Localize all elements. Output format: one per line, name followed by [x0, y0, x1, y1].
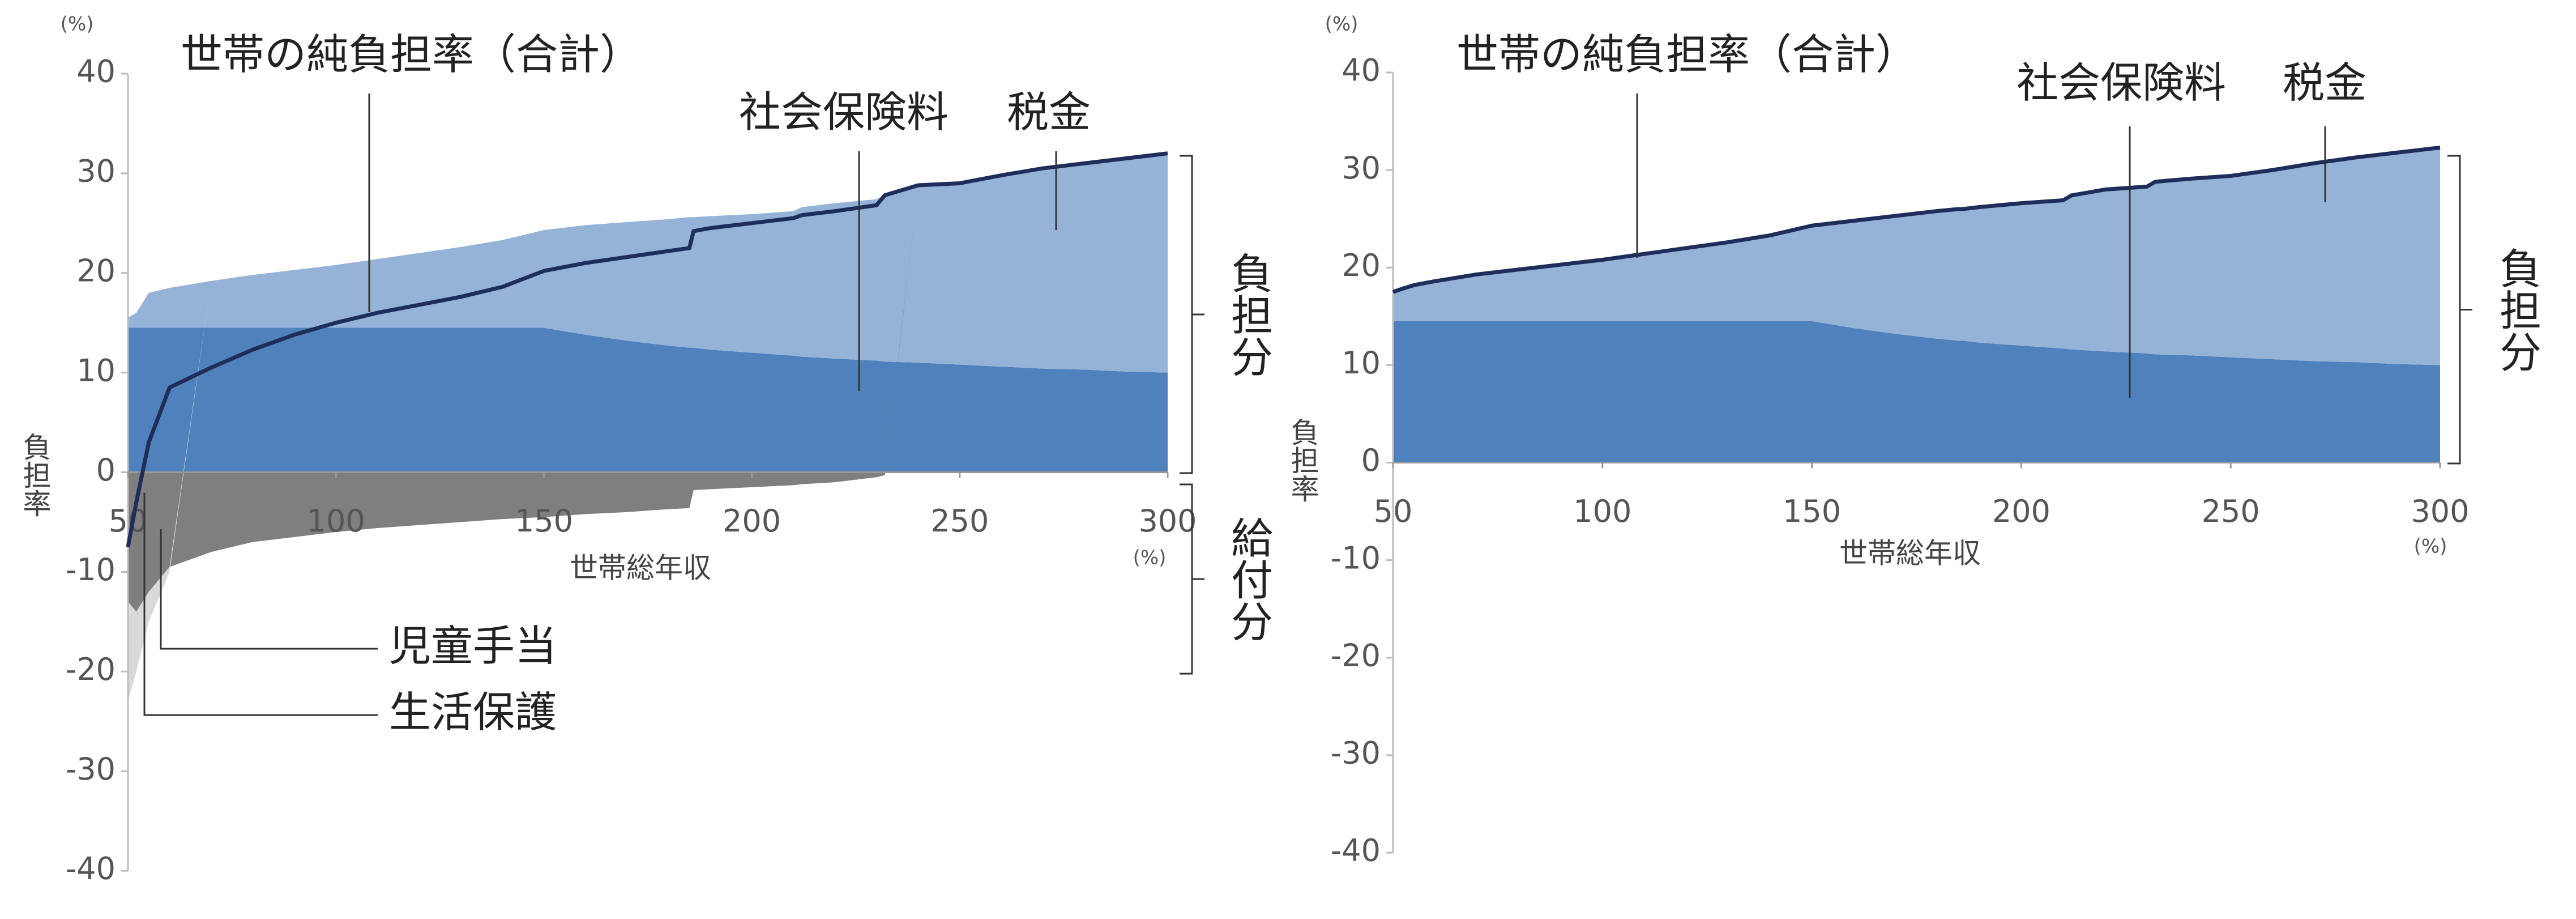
x-axis-label: 世帯総年収 — [570, 552, 711, 585]
area — [128, 153, 1168, 612]
y-tick-label: 30 — [76, 154, 116, 189]
y-axis-label: 負担率 — [1287, 418, 1319, 503]
series-label: 税金 — [1007, 88, 1091, 137]
series-label: 税金 — [2283, 59, 2366, 108]
area — [1393, 147, 2440, 365]
y-unit: (%) — [1325, 13, 1359, 36]
bracket — [1180, 155, 1193, 474]
y-unit: (%) — [61, 13, 94, 36]
y-tick-label: -20 — [66, 652, 116, 687]
bracket — [2447, 155, 2461, 465]
x-tick-label: 100 — [1573, 493, 1631, 529]
net-burden-line — [1392, 146, 2441, 294]
x-tick-label: 250 — [930, 503, 989, 539]
y-tick-label: -20 — [1331, 637, 1381, 673]
series-label: 社会保険料 — [2017, 59, 2226, 108]
x-tick-label: 150 — [515, 503, 573, 539]
x-unit: (%) — [1133, 547, 1167, 569]
y-tick-label: 10 — [1342, 345, 1381, 381]
x-tick-label: 50 — [109, 503, 148, 539]
y-tick-label: 10 — [76, 352, 116, 388]
series-label: 児童手当 — [389, 622, 557, 671]
bracket-label: 負担分 — [1224, 252, 1272, 377]
x-tick-label: 100 — [307, 503, 365, 539]
series-label: 生活保護 — [389, 688, 557, 737]
x-axis-label: 世帯総年収 — [1839, 537, 1981, 570]
x-tick-label: 250 — [2202, 493, 2260, 529]
series-label: 世帯の純負担率（合計） — [181, 31, 642, 79]
x-tick-label: 150 — [1783, 493, 1841, 529]
y-tick-label: -40 — [66, 851, 116, 887]
series-label: 社会保険料 — [739, 88, 949, 137]
y-tick-label: 40 — [76, 54, 116, 90]
y-tick-label: 20 — [76, 253, 116, 288]
x-tick-label: 300 — [1138, 503, 1197, 539]
bracket-label: 負担分 — [2492, 247, 2541, 373]
y-axis-label: 負担率 — [19, 432, 52, 517]
y-tick-label: -10 — [66, 552, 116, 588]
x-tick-label: 300 — [2411, 493, 2469, 529]
y-tick-label: 40 — [1342, 53, 1381, 88]
y-tick-label: -30 — [66, 751, 116, 787]
leader-line — [160, 529, 378, 650]
y-tick-label: -10 — [1331, 540, 1381, 576]
x-tick-label: 200 — [723, 503, 781, 539]
y-tick-label: 0 — [96, 452, 116, 488]
net-burden-line — [126, 151, 1168, 548]
bracket-label: 給付分 — [1224, 516, 1272, 642]
y-tick-label: -30 — [1331, 735, 1381, 771]
x-tick-label: 200 — [1992, 493, 2050, 529]
x-unit: (%) — [2414, 535, 2447, 558]
area — [1393, 321, 2440, 463]
area — [128, 153, 1168, 373]
leader-line — [143, 493, 378, 716]
y-tick-label: 30 — [1342, 150, 1381, 186]
y-tick-label: -40 — [1331, 833, 1381, 869]
x-tick-label: 50 — [1374, 493, 1413, 529]
y-tick-label: 0 — [1361, 443, 1381, 478]
area — [128, 327, 1168, 473]
y-tick-label: 20 — [1342, 248, 1381, 283]
series-label: 世帯の純負担率（合計） — [1456, 31, 1917, 79]
